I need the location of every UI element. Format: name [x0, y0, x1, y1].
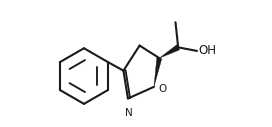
Polygon shape	[154, 58, 162, 87]
Text: N: N	[125, 108, 133, 118]
Text: O: O	[159, 84, 167, 94]
Polygon shape	[159, 45, 180, 58]
Text: OH: OH	[198, 44, 216, 57]
